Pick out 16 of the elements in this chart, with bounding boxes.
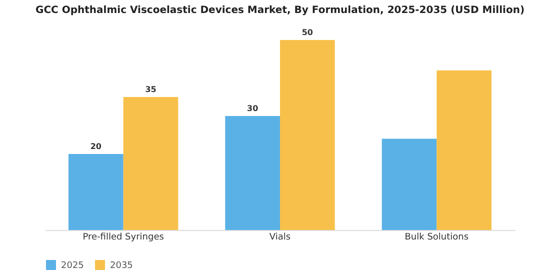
x-tick-label: Pre-filled Syringes — [82, 232, 164, 242]
x-tick-label: Bulk Solutions — [404, 232, 469, 242]
chart-title: GCC Ophthalmic Viscoelastic Devices Market, By Formulation, 2025-2035 (USD Million) — [35, 5, 525, 16]
bar — [123, 97, 178, 230]
x-tick-label: Vials — [269, 232, 291, 242]
legend-label: 2035 — [110, 261, 133, 271]
data-label: 35 — [145, 85, 157, 94]
legend-label: 2025 — [61, 261, 84, 271]
bar — [68, 154, 124, 230]
bar — [225, 116, 280, 230]
bar — [436, 70, 492, 230]
bar — [280, 40, 335, 230]
data-label: 20 — [90, 142, 102, 151]
data-label: 30 — [247, 104, 259, 113]
bar — [382, 138, 437, 230]
data-label: 50 — [302, 28, 314, 37]
